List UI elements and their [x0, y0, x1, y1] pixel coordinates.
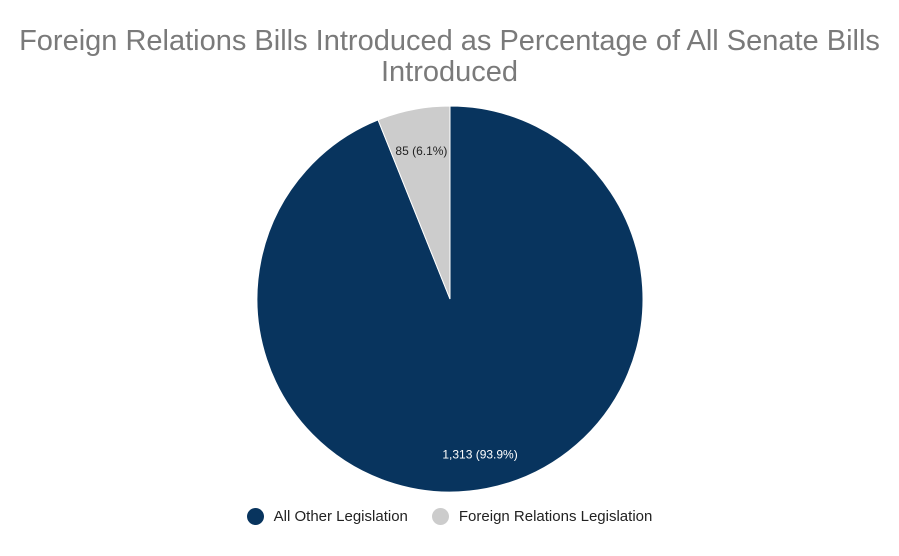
- legend-label-all-other-legislation: All Other Legislation: [273, 508, 408, 525]
- chart-title: Foreign Relations Bills Introduced as Pe…: [19, 25, 880, 88]
- legend-item-all-other-legislation: All Other Legislation: [246, 508, 408, 525]
- legend: All Other Legislation Foreign Relations …: [0, 508, 899, 525]
- legend-swatch-foreign-relations-legislation: [431, 508, 449, 525]
- legend-label-foreign-relations-legislation: Foreign Relations Legislation: [458, 508, 653, 525]
- data-label-all-other-legislation: 1,313 (93.9%): [442, 447, 517, 461]
- data-label-foreign-relations-legislation: 85 (6.1%): [395, 144, 447, 158]
- legend-item-foreign-relations-legislation: Foreign Relations Legislation: [431, 508, 653, 525]
- pie-slice-foreign-relations-legislation: [377, 105, 451, 300]
- legend-swatch-all-other-legislation: [246, 508, 264, 525]
